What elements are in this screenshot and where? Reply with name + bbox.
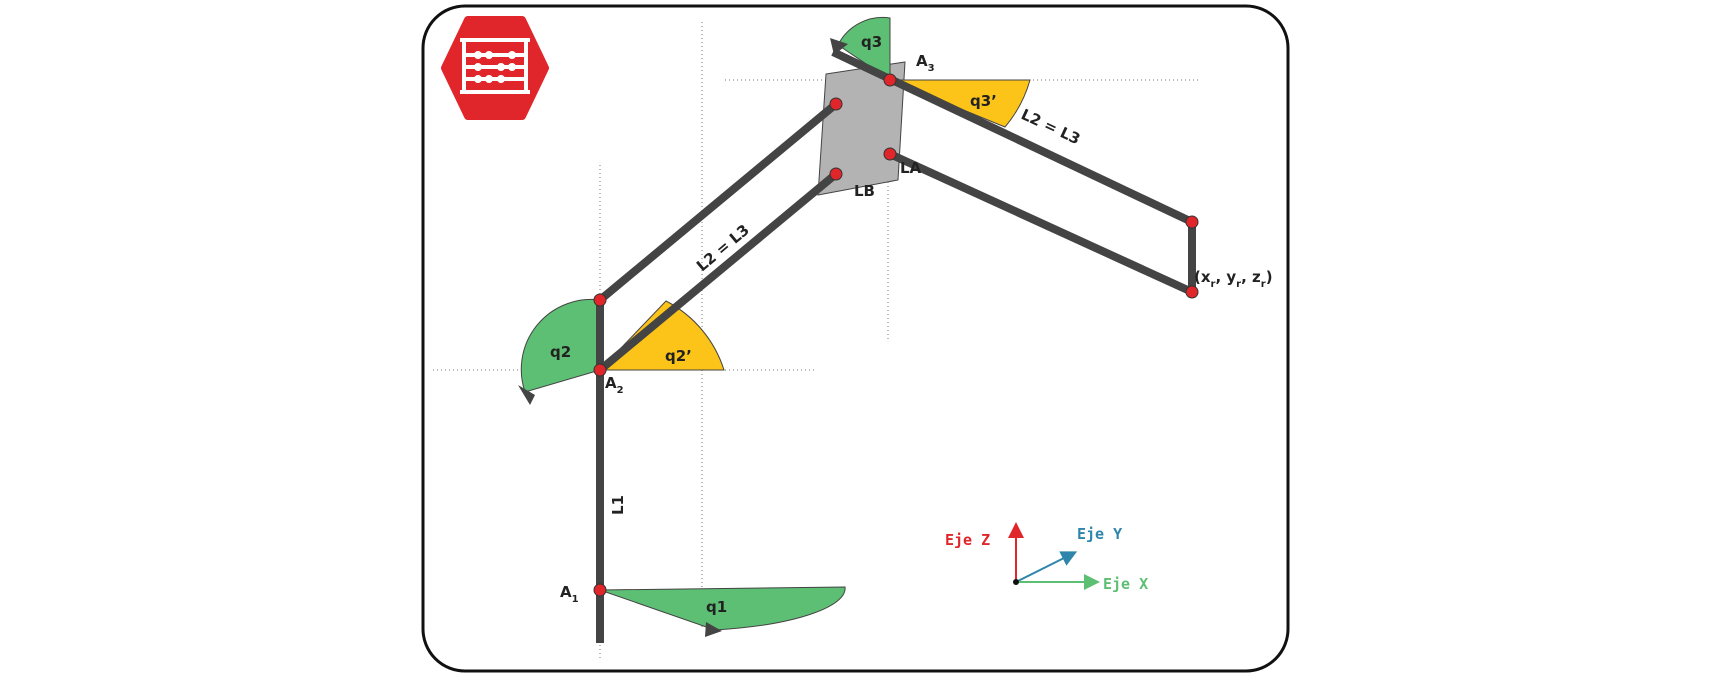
axes-legend: Eje Z Eje Y Eje X bbox=[945, 522, 1148, 593]
diagram-frame bbox=[421, 4, 1290, 673]
legend-x-label: Eje X bbox=[1103, 575, 1148, 593]
joint-a2 bbox=[593, 363, 607, 377]
joint-plate-top bbox=[829, 97, 843, 111]
label-a3: A3 bbox=[916, 52, 935, 74]
legend-y-label: Eje Y bbox=[1077, 525, 1122, 543]
label-q3: q3 bbox=[861, 33, 882, 51]
abacus-icon bbox=[441, 16, 549, 120]
label-l1: L1 bbox=[609, 495, 627, 515]
joint-end-bottom bbox=[1185, 285, 1199, 299]
joint-a1 bbox=[593, 583, 607, 597]
label-a2: A2 bbox=[605, 374, 624, 396]
joint-plate-bottom bbox=[829, 167, 843, 181]
joint-end-top bbox=[1185, 215, 1199, 229]
label-q2: q2 bbox=[550, 343, 571, 361]
robot-joints bbox=[593, 73, 1199, 597]
joint-upper-base bbox=[593, 293, 607, 307]
label-end-effector: (xr, yr, zr) bbox=[1194, 268, 1273, 290]
angle-q1-sector bbox=[599, 586, 846, 631]
label-q3p: q3’ bbox=[970, 92, 997, 110]
axis-y-arrow bbox=[1015, 551, 1078, 583]
label-la: LA bbox=[900, 159, 922, 177]
legend-z-label: Eje Z bbox=[945, 531, 990, 549]
label-a1: A1 bbox=[560, 583, 579, 605]
label-lb: LB bbox=[854, 182, 875, 200]
joint-la bbox=[883, 147, 897, 161]
angle-q2-sector bbox=[520, 298, 601, 393]
arrow-q2-icon bbox=[518, 385, 535, 405]
label-q1: q1 bbox=[706, 598, 727, 616]
joint-a3 bbox=[883, 73, 897, 87]
label-q2p: q2’ bbox=[665, 347, 692, 365]
angle-q2p-sector bbox=[598, 300, 725, 371]
arrow-q1-icon bbox=[705, 622, 722, 637]
axes-origin bbox=[1013, 579, 1019, 585]
